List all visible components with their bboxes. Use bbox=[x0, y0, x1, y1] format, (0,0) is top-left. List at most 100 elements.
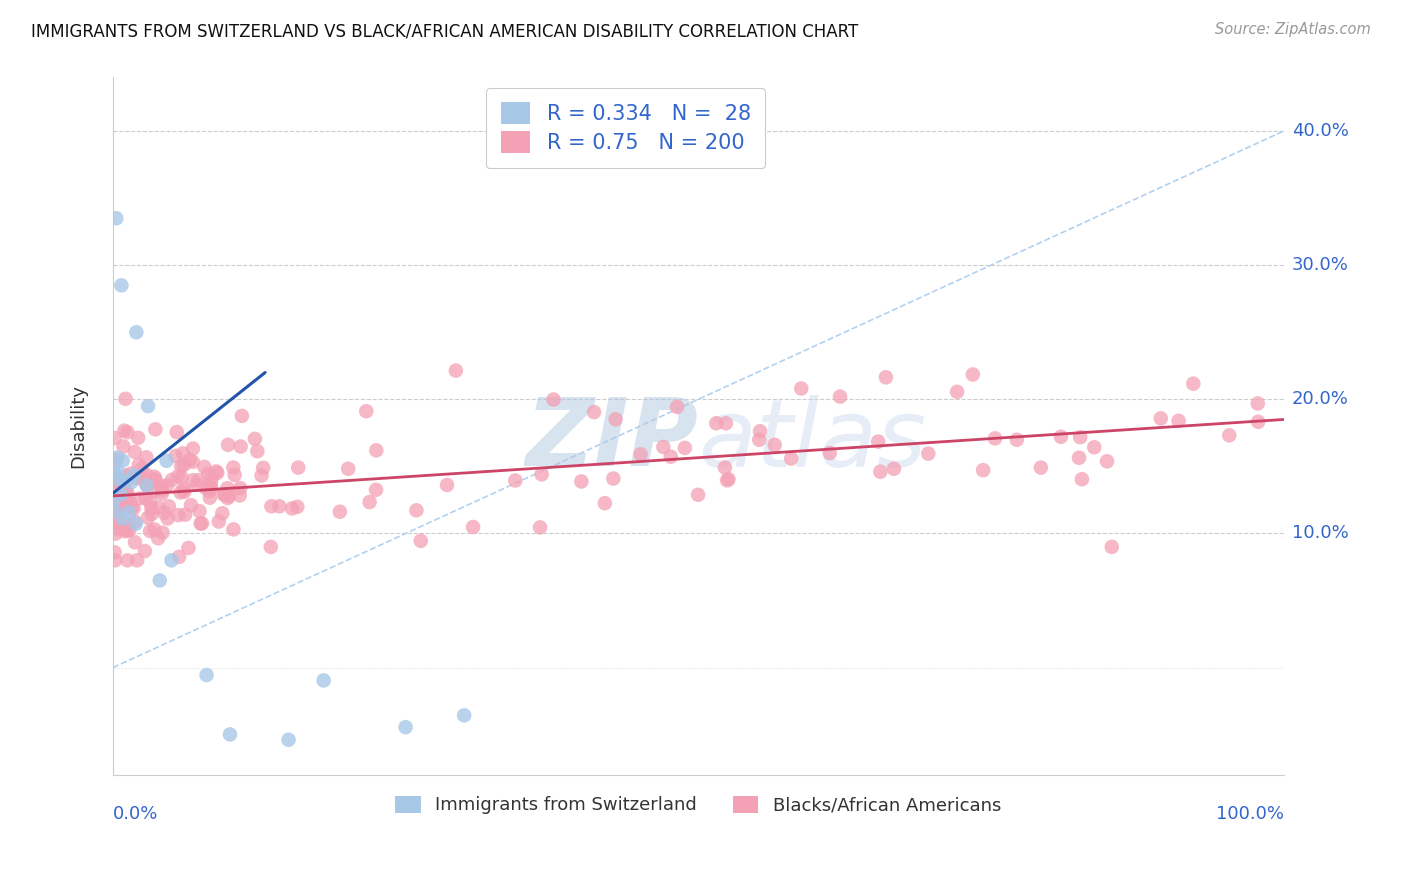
Point bbox=[529, 520, 551, 534]
Point bbox=[110, 501, 132, 516]
Point bbox=[972, 463, 994, 477]
Point bbox=[869, 465, 891, 479]
Point bbox=[117, 425, 139, 440]
Point bbox=[111, 521, 134, 535]
Point bbox=[630, 447, 652, 461]
Point bbox=[187, 473, 209, 487]
Point bbox=[103, 468, 125, 483]
Point bbox=[217, 481, 239, 495]
Point bbox=[503, 474, 526, 488]
Point bbox=[170, 470, 193, 484]
Point bbox=[229, 440, 252, 454]
Point bbox=[136, 478, 159, 492]
Point bbox=[659, 450, 682, 464]
Point bbox=[155, 454, 177, 468]
Point bbox=[136, 478, 159, 492]
Point bbox=[984, 431, 1007, 445]
Point bbox=[211, 506, 233, 520]
Point bbox=[112, 498, 135, 512]
Point bbox=[104, 553, 127, 567]
Point bbox=[174, 508, 197, 522]
Point bbox=[287, 460, 309, 475]
Point bbox=[166, 425, 188, 439]
Point bbox=[115, 468, 138, 483]
Point bbox=[110, 487, 132, 501]
Point bbox=[260, 540, 283, 554]
Point bbox=[1150, 411, 1173, 425]
Point bbox=[112, 424, 135, 438]
Point bbox=[186, 477, 208, 491]
Point bbox=[201, 471, 224, 485]
Point bbox=[112, 474, 135, 488]
Point bbox=[136, 510, 159, 524]
Point bbox=[149, 574, 172, 588]
Point bbox=[114, 392, 136, 406]
Point bbox=[173, 482, 195, 496]
Point bbox=[160, 553, 183, 567]
Point bbox=[125, 516, 148, 531]
Point bbox=[135, 468, 157, 483]
Point bbox=[217, 438, 239, 452]
Point bbox=[177, 541, 200, 555]
Point bbox=[714, 460, 737, 475]
Point bbox=[717, 472, 740, 486]
Point bbox=[714, 416, 737, 430]
Point bbox=[359, 495, 381, 509]
Point bbox=[125, 471, 148, 485]
Point bbox=[124, 515, 146, 529]
Point bbox=[143, 474, 166, 488]
Point bbox=[704, 416, 727, 430]
Point bbox=[110, 278, 132, 293]
Point bbox=[673, 441, 696, 455]
Point bbox=[157, 500, 180, 514]
Point bbox=[1167, 414, 1189, 428]
Point bbox=[749, 424, 772, 438]
Point bbox=[748, 433, 770, 447]
Point bbox=[1070, 472, 1092, 486]
Point bbox=[207, 466, 229, 480]
Point bbox=[181, 473, 204, 487]
Point bbox=[173, 484, 195, 499]
Text: 40.0%: 40.0% bbox=[1292, 122, 1348, 140]
Point bbox=[103, 466, 125, 480]
Point bbox=[114, 524, 136, 538]
Point bbox=[120, 500, 142, 515]
Point bbox=[136, 399, 159, 413]
Text: Disability: Disability bbox=[69, 384, 87, 468]
Point bbox=[962, 368, 984, 382]
Point bbox=[103, 456, 125, 470]
Point bbox=[222, 460, 245, 475]
Point bbox=[172, 446, 194, 460]
Text: 30.0%: 30.0% bbox=[1292, 256, 1348, 274]
Point bbox=[117, 553, 139, 567]
Point bbox=[436, 478, 458, 492]
Point bbox=[191, 516, 214, 531]
Point bbox=[200, 476, 222, 491]
Point bbox=[107, 464, 129, 478]
Point bbox=[868, 434, 890, 449]
Point bbox=[145, 422, 167, 436]
Point bbox=[107, 509, 129, 524]
Point bbox=[105, 452, 128, 467]
Text: 10.0%: 10.0% bbox=[1292, 524, 1348, 542]
Point bbox=[131, 472, 153, 486]
Point bbox=[169, 485, 191, 500]
Point bbox=[165, 449, 187, 463]
Point bbox=[444, 363, 467, 377]
Point bbox=[394, 720, 416, 734]
Point bbox=[218, 489, 240, 503]
Point bbox=[198, 491, 221, 505]
Point bbox=[790, 382, 813, 396]
Point bbox=[250, 468, 273, 483]
Point bbox=[103, 508, 125, 523]
Point bbox=[103, 503, 125, 517]
Point bbox=[190, 516, 212, 531]
Point bbox=[193, 459, 215, 474]
Point bbox=[229, 488, 252, 502]
Point bbox=[229, 481, 252, 495]
Legend: Immigrants from Switzerland, Blacks/African Americans: Immigrants from Switzerland, Blacks/Afri… bbox=[388, 789, 1008, 822]
Point bbox=[243, 432, 266, 446]
Point bbox=[111, 511, 134, 525]
Point bbox=[1005, 433, 1028, 447]
Point bbox=[139, 524, 162, 538]
